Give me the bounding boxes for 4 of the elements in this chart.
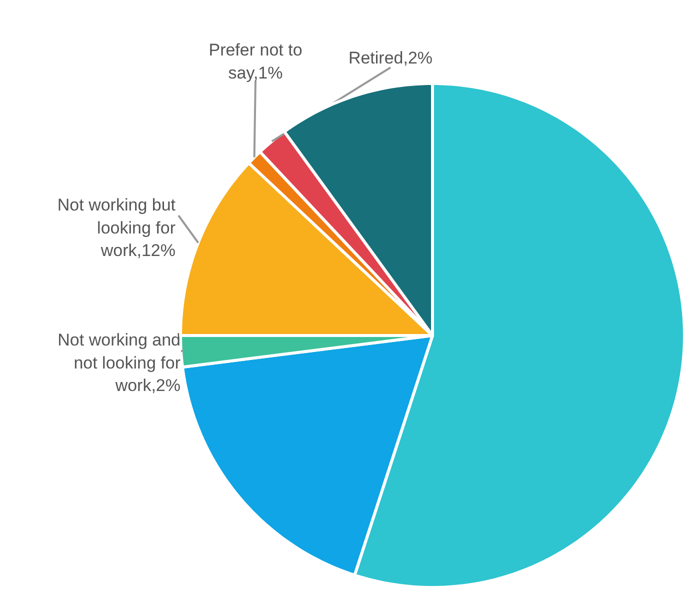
slice-label: Not working and not looking for work,2% xyxy=(58,330,181,396)
slice-label: Retired,2% xyxy=(348,48,433,68)
slice-label: Prefer not to say,1% xyxy=(208,40,302,82)
slice-label: Not working but looking for work,12% xyxy=(57,196,176,260)
